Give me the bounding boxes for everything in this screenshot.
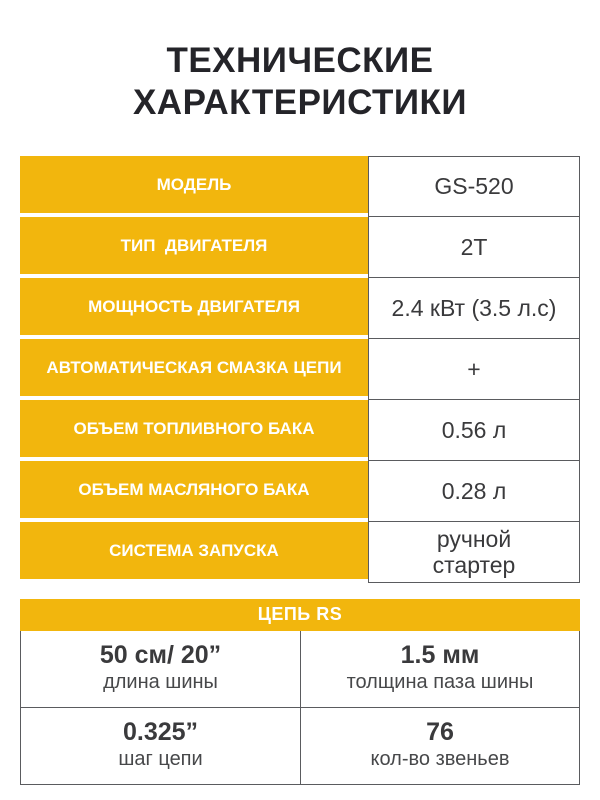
page-title: ТЕХНИЧЕСКИЕ ХАРАКТЕРИСТИКИ	[132, 41, 468, 122]
chain-caption-bar-length: длина шины	[103, 670, 218, 693]
table-row: МОДЕЛЬ GS-520	[20, 156, 580, 217]
chain-grid: 50 см/ 20” длина шины 1.5 мм толщина паз…	[20, 631, 580, 785]
spec-label-engine-power: МОЩНОСТЬ ДВИГАТЕЛЯ	[20, 278, 368, 335]
table-row: ТИП ДВИГАТЕЛЯ 2Т	[20, 217, 580, 278]
chain-value-groove-width: 1.5 мм	[400, 641, 480, 669]
table-row: АВТОМАТИЧЕСКАЯ СМАЗКА ЦЕПИ +	[20, 339, 580, 400]
chain-section-header: ЦЕПЬ RS	[20, 599, 580, 631]
spec-value-model: GS-520	[368, 156, 580, 217]
spec-value-auto-lubrication: +	[368, 339, 580, 400]
chain-section: ЦЕПЬ RS 50 см/ 20” длина шины 1.5 мм тол…	[20, 599, 580, 785]
table-row: МОЩНОСТЬ ДВИГАТЕЛЯ 2.4 кВт (3.5 л.с)	[20, 278, 580, 339]
chain-value-bar-length: 50 см/ 20”	[99, 641, 222, 669]
table-row: ОБЪЕМ ТОПЛИВНОГО БАКА 0.56 л	[20, 400, 580, 461]
spec-value-engine-type: 2Т	[368, 217, 580, 278]
spec-value-fuel-tank: 0.56 л	[368, 400, 580, 461]
chain-cell-bar-length: 50 см/ 20” длина шины	[21, 631, 300, 707]
spec-value-start-system: ручной стартер	[368, 522, 580, 583]
spec-table: МОДЕЛЬ GS-520 ТИП ДВИГАТЕЛЯ 2Т МОЩНОСТЬ …	[20, 156, 580, 583]
chain-cell-chain-pitch: 0.325” шаг цепи	[21, 706, 300, 784]
spec-label-oil-tank: ОБЪЕМ МАСЛЯНОГО БАКА	[20, 461, 368, 518]
spec-label-model: МОДЕЛЬ	[20, 156, 368, 213]
spec-label-auto-lubrication: АВТОМАТИЧЕСКАЯ СМАЗКА ЦЕПИ	[20, 339, 368, 396]
spec-value-engine-power: 2.4 кВт (3.5 л.с)	[368, 278, 580, 339]
chain-caption-groove-width: толщина паза шины	[346, 670, 534, 693]
table-row: ОБЪЕМ МАСЛЯНОГО БАКА 0.28 л	[20, 461, 580, 522]
spec-value-oil-tank: 0.28 л	[368, 461, 580, 522]
spec-label-fuel-tank: ОБЪЕМ ТОПЛИВНОГО БАКА	[20, 400, 368, 457]
chain-cell-groove-width: 1.5 мм толщина паза шины	[300, 631, 579, 707]
table-row: СИСТЕМА ЗАПУСКА ручной стартер	[20, 522, 580, 583]
chain-value-chain-pitch: 0.325”	[122, 717, 199, 746]
chain-value-link-count: 76	[426, 717, 454, 746]
chain-caption-link-count: кол-во звеньев	[370, 747, 510, 770]
spec-label-engine-type: ТИП ДВИГАТЕЛЯ	[20, 217, 368, 274]
chain-cell-link-count: 76 кол-во звеньев	[300, 706, 579, 784]
chain-caption-chain-pitch: шаг цепи	[118, 747, 203, 770]
spec-label-start-system: СИСТЕМА ЗАПУСКА	[20, 522, 368, 579]
